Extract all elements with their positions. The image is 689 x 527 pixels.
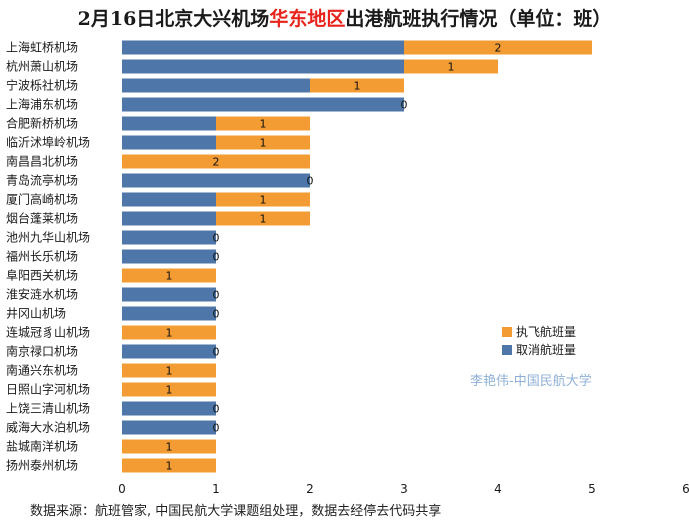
data-label: 1 xyxy=(260,213,267,226)
y-tick-label: 井冈山机场 xyxy=(6,307,66,321)
y-tick-label: 日照山字河机场 xyxy=(6,382,90,397)
bar-cancelled xyxy=(122,420,216,435)
bar-cancelled xyxy=(122,116,216,131)
bar-executed xyxy=(122,382,216,397)
x-tick-label: 2 xyxy=(306,482,314,496)
bar-cancelled xyxy=(122,211,216,226)
chart-title: 2月16日北京大兴机场华东地区出港航班执行情况（单位：班） xyxy=(77,8,612,30)
bar-executed xyxy=(404,40,592,55)
y-tick-label: 杭州萧山机场 xyxy=(6,59,78,74)
data-source-note: 数据来源：航班管家, 中国民航大学课题组处理，数据去经停去代码共享 xyxy=(30,504,442,519)
y-tick-label: 合肥新桥机场 xyxy=(6,116,78,131)
bar-cancelled xyxy=(122,192,216,207)
bar-executed xyxy=(216,192,310,207)
bar-cancelled xyxy=(122,97,404,112)
data-label: 0 xyxy=(213,289,220,302)
data-label: 2 xyxy=(495,42,502,55)
bar-executed xyxy=(122,325,216,340)
data-label: 0 xyxy=(213,422,220,435)
data-label: 2 xyxy=(213,156,220,169)
data-label: 1 xyxy=(166,270,173,283)
y-tick-label: 扬州泰州机场 xyxy=(6,458,78,473)
bar-executed xyxy=(216,211,310,226)
watermark: 李艳伟-中国民航大学 xyxy=(470,374,592,389)
bar-executed xyxy=(216,135,310,150)
y-tick-label: 青岛流亭机场 xyxy=(6,173,78,188)
data-label: 1 xyxy=(448,61,455,74)
bar-cancelled xyxy=(122,249,216,264)
data-label: 1 xyxy=(260,194,267,207)
y-tick-label: 上海浦东机场 xyxy=(6,97,78,112)
y-tick-label: 厦门高崎机场 xyxy=(6,192,78,207)
data-label: 1 xyxy=(166,327,173,340)
data-label: 1 xyxy=(354,80,361,93)
y-tick-label: 上海虹桥机场 xyxy=(6,40,78,55)
legend-item-executed: 执飞航班量 xyxy=(502,323,576,340)
data-label: 0 xyxy=(213,346,220,359)
y-tick-label: 阜阳西关机场 xyxy=(6,269,78,283)
legend-item-cancelled: 取消航班量 xyxy=(502,341,576,358)
legend-swatch-executed xyxy=(502,326,512,337)
bar-cancelled xyxy=(122,40,404,55)
bar-cancelled xyxy=(122,306,216,321)
bar-executed xyxy=(122,363,216,378)
y-tick-label: 上饶三清山机场 xyxy=(6,402,90,416)
legend-swatch-cancelled xyxy=(502,344,512,355)
data-label: 1 xyxy=(166,365,173,378)
bar-cancelled xyxy=(122,344,216,359)
y-tick-label: 临沂沭埠岭机场 xyxy=(6,136,90,150)
y-tick-label: 南通兴东机场 xyxy=(6,363,78,378)
y-tick-label: 南昌昌北机场 xyxy=(6,154,78,169)
bar-cancelled xyxy=(122,135,216,150)
bar-executed xyxy=(122,154,310,169)
data-label: 0 xyxy=(307,175,314,188)
data-label: 0 xyxy=(213,403,220,416)
bar-executed xyxy=(310,78,404,93)
data-label: 1 xyxy=(166,460,173,473)
data-label: 0 xyxy=(213,232,220,245)
y-tick-label: 连城冠豸山机场 xyxy=(6,325,90,340)
x-tick-label: 5 xyxy=(588,482,596,496)
y-tick-label: 池州九华山机场 xyxy=(6,231,90,245)
data-label: 1 xyxy=(260,137,267,150)
data-label: 1 xyxy=(166,384,173,397)
y-tick-label: 南京禄口机场 xyxy=(6,344,78,359)
x-tick-label: 0 xyxy=(118,482,126,496)
x-tick-label: 3 xyxy=(400,482,408,496)
data-label: 0 xyxy=(213,308,220,321)
bar-cancelled xyxy=(122,230,216,245)
y-tick-label: 烟台蓬莱机场 xyxy=(6,211,78,226)
bar-executed xyxy=(122,268,216,283)
y-tick-label: 宁波栎社机场 xyxy=(6,78,78,93)
bar-executed xyxy=(122,439,216,454)
data-label: 0 xyxy=(213,251,220,264)
y-tick-label: 福州长乐机场 xyxy=(6,249,78,264)
bar-cancelled xyxy=(122,59,404,74)
x-tick-label: 4 xyxy=(494,482,502,496)
bar-executed xyxy=(122,458,216,473)
bar-cancelled xyxy=(122,78,310,93)
bar-cancelled xyxy=(122,401,216,416)
data-label: 0 xyxy=(401,99,408,112)
x-tick-label: 1 xyxy=(212,482,220,496)
y-tick-label: 盐城南洋机场 xyxy=(6,439,78,454)
bar-executed xyxy=(404,59,498,74)
bar-cancelled xyxy=(122,287,216,302)
data-label: 1 xyxy=(166,441,173,454)
x-tick-label: 6 xyxy=(682,482,689,496)
legend-label-cancelled: 取消航班量 xyxy=(516,343,577,357)
bar-cancelled xyxy=(122,173,310,188)
y-tick-label: 威海大水泊机场 xyxy=(6,420,90,435)
legend-label-executed: 执飞航班量 xyxy=(516,325,577,339)
bar-executed xyxy=(216,116,310,131)
y-tick-label: 淮安涟水机场 xyxy=(6,287,78,302)
data-label: 1 xyxy=(260,118,267,131)
